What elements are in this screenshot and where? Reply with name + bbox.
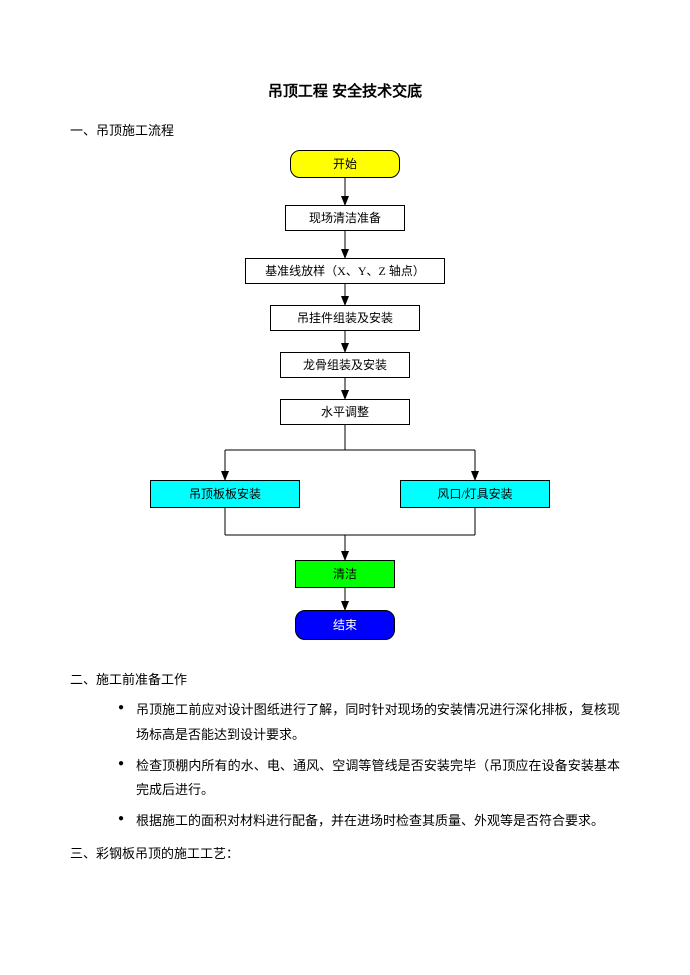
flow-node-panel: 吊顶板板安装 [150,480,300,508]
list-item: 根据施工的面积对材料进行配备，并在进场时检查其质量、外观等是否符合要求。 [118,809,620,834]
page-title: 吊顶工程 安全技术交底 [70,80,620,101]
list-item: 吊顶施工前应对设计图纸进行了解，同时针对现场的安装情况进行深化排板，复核现场标高… [118,698,620,747]
flow-node-end: 结束 [295,610,395,640]
list-item: 检查顶棚内所有的水、电、通风、空调等管线是否安装完毕（吊顶应在设备安装基本完成后… [118,754,620,803]
flow-node-baseline: 基准线放样（X、Y、Z 轴点） [245,258,445,284]
flow-node-vent: 风口/灯具安装 [400,480,550,508]
flow-node-keel: 龙骨组装及安装 [280,352,410,378]
flow-node-hanger: 吊挂件组装及安装 [270,305,420,331]
flowchart: 开始现场清洁准备基准线放样（X、Y、Z 轴点） 吊挂件组装及安装龙骨组装及安装水平… [70,150,620,660]
section-1-heading: 一、吊顶施工流程 [70,119,620,144]
preparation-list: 吊顶施工前应对设计图纸进行了解，同时针对现场的安装情况进行深化排板，复核现场标高… [70,698,620,833]
flow-node-start: 开始 [290,150,400,178]
flow-node-prep: 现场清洁准备 [285,205,405,231]
flow-node-clean: 清洁 [295,560,395,588]
flow-node-level: 水平调整 [280,399,410,425]
section-3-heading: 三、彩钢板吊顶的施工工艺： [70,842,620,867]
section-2-heading: 二、施工前准备工作 [70,668,620,693]
